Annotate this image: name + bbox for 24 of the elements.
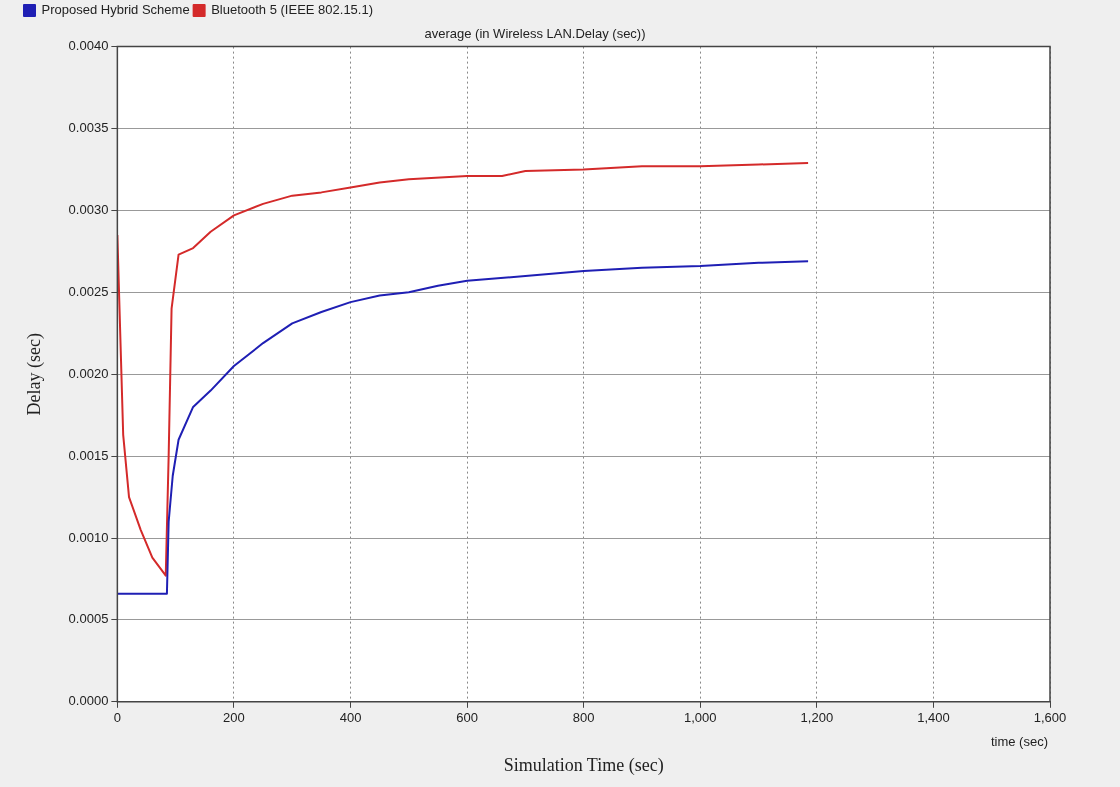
x-tick-label: 1,200 [800,710,834,726]
x-tick-label: 1,400 [917,710,950,726]
x-tick-label: 200 [223,710,245,726]
x-tick-label: 0 [113,710,121,726]
y-tick-label: 0.0035 [68,120,109,136]
y-tick-label: 0.0020 [68,365,109,381]
x-tick-label: 1,000 [683,710,717,726]
x-tick-label: 600 [456,710,478,726]
y-tick-label: 0.0000 [68,693,109,709]
x-tick-label: 800 [572,710,595,726]
y-tick-label: 0.0025 [68,283,109,299]
y-tick-label: 0.0040 [68,38,109,54]
x-tick-label: 1,600 [1033,710,1067,726]
y-tick-label: 0.0015 [68,447,109,463]
y-axis-title: Delay (sec) [23,332,45,416]
x-tick-label: 400 [339,710,362,726]
y-tick-label: 0.0030 [68,201,109,217]
legend-label: Proposed Hybrid Scheme [41,2,190,18]
y-tick-label: 0.0010 [68,529,109,545]
text: time (sec) [990,733,1048,749]
x-axis-title: Simulation Time (sec) [503,754,664,776]
y-tick-label: 0.0005 [68,611,109,627]
legend-label: Bluetooth 5 (IEEE 802.15.1) [211,2,374,18]
chart-title: average (in Wireless LAN.Delay (sec)) [424,26,646,42]
